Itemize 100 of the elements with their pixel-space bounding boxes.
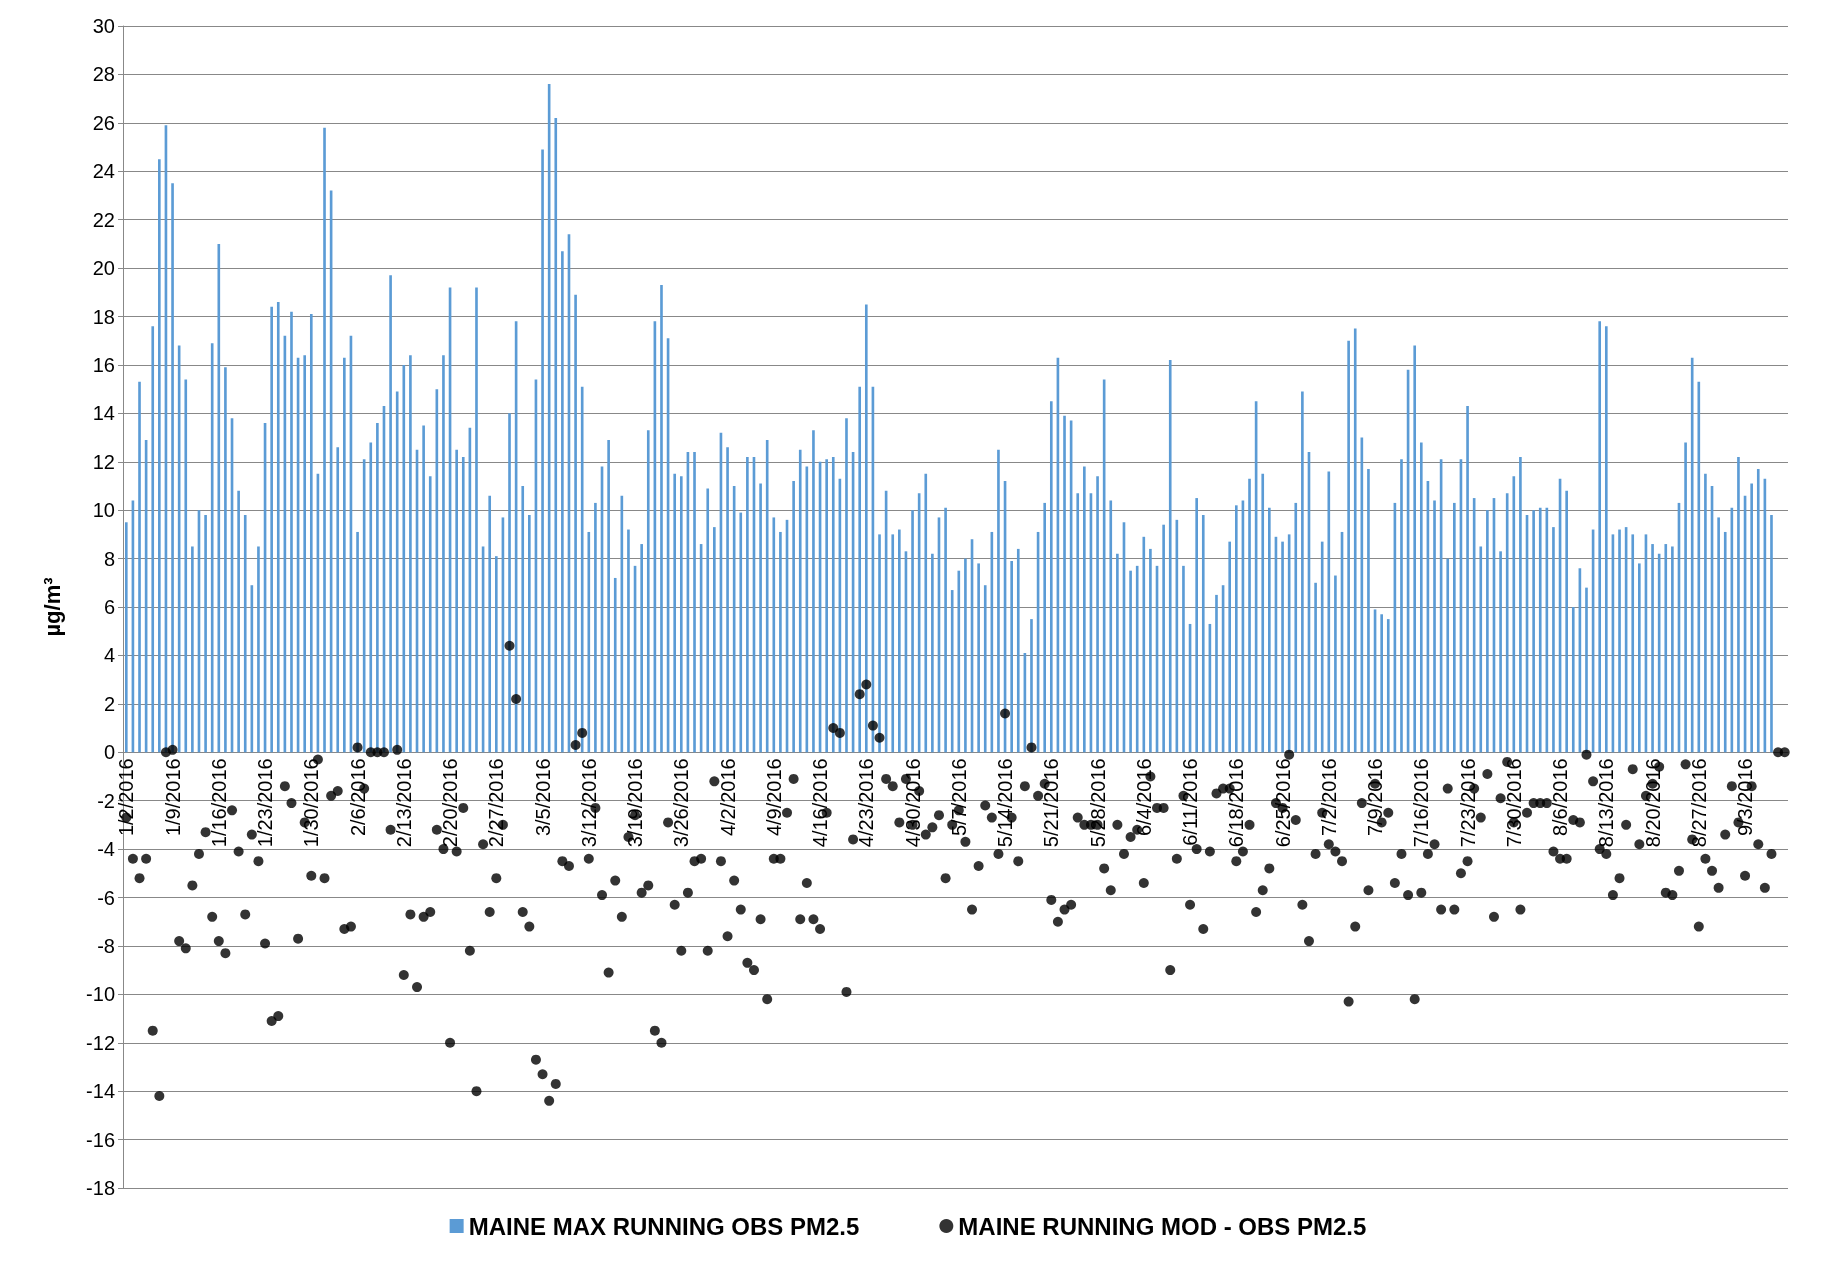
bar bbox=[1684, 442, 1687, 753]
x-tick-label: 2/20/2016 bbox=[439, 758, 462, 848]
bar bbox=[270, 306, 273, 753]
bar bbox=[343, 357, 346, 753]
bar bbox=[765, 439, 769, 753]
x-tick-label: 3/12/2016 bbox=[577, 758, 600, 848]
bar bbox=[1380, 614, 1383, 753]
bar bbox=[309, 314, 313, 753]
y-tick-label: -14 bbox=[86, 1080, 115, 1103]
bar bbox=[1347, 340, 1350, 753]
bar bbox=[679, 476, 683, 753]
bar bbox=[1076, 493, 1080, 753]
bar bbox=[1016, 548, 1020, 753]
bar bbox=[825, 459, 828, 753]
bar bbox=[158, 159, 161, 753]
x-tick-label: 5/21/2016 bbox=[1040, 758, 1063, 848]
bar bbox=[1770, 515, 1773, 753]
x-tick-label: 3/19/2016 bbox=[624, 758, 647, 848]
bar bbox=[138, 381, 141, 753]
y-tick-label: -18 bbox=[86, 1177, 115, 1199]
x-tick-label: 4/9/2016 bbox=[762, 758, 785, 837]
bar bbox=[336, 447, 340, 753]
x-tick-label: 2/13/2016 bbox=[392, 758, 415, 848]
bar bbox=[422, 425, 425, 753]
bar bbox=[1571, 607, 1575, 753]
bar bbox=[210, 343, 214, 753]
x-tick-label: 1/16/2016 bbox=[207, 758, 230, 848]
y-tick-label: 2 bbox=[103, 692, 115, 715]
bar bbox=[693, 452, 696, 753]
bar bbox=[1750, 483, 1753, 753]
bar bbox=[964, 558, 967, 753]
bar bbox=[891, 534, 895, 753]
bar bbox=[1129, 570, 1132, 753]
x-tick-label: 4/16/2016 bbox=[809, 758, 832, 848]
bar bbox=[1413, 345, 1417, 753]
bar bbox=[290, 311, 293, 753]
bar bbox=[1367, 469, 1370, 753]
bar bbox=[1519, 456, 1522, 753]
bar bbox=[1565, 490, 1568, 753]
bar bbox=[1505, 493, 1509, 753]
x-tick-label: 8/20/2016 bbox=[1641, 758, 1664, 848]
bar bbox=[646, 430, 650, 753]
bar bbox=[237, 490, 240, 753]
bar bbox=[911, 510, 914, 753]
y-tick-label: 4 bbox=[103, 644, 115, 667]
bar bbox=[561, 251, 564, 753]
bar bbox=[1182, 565, 1185, 753]
bar bbox=[191, 546, 194, 753]
y-tick-label: -12 bbox=[86, 1031, 115, 1054]
bar bbox=[627, 529, 630, 753]
bar bbox=[1353, 328, 1357, 753]
bar bbox=[1664, 544, 1668, 753]
y-tick-label: 0 bbox=[103, 741, 115, 764]
bar bbox=[402, 364, 406, 753]
bar bbox=[1162, 524, 1165, 753]
bar bbox=[303, 355, 307, 753]
bar bbox=[1327, 471, 1331, 753]
bar bbox=[977, 563, 980, 753]
bar bbox=[1234, 505, 1238, 753]
bar bbox=[1704, 473, 1707, 753]
bar bbox=[1737, 456, 1740, 753]
x-tick-label: 1/23/2016 bbox=[254, 758, 277, 848]
bar bbox=[217, 243, 221, 753]
bar bbox=[779, 531, 782, 753]
bar bbox=[1538, 507, 1542, 753]
bar bbox=[554, 117, 558, 753]
x-tick-label: 1/2/2016 bbox=[115, 758, 138, 837]
x-tick-label: 3/26/2016 bbox=[670, 758, 693, 848]
bar bbox=[944, 507, 947, 753]
bar bbox=[1618, 529, 1621, 753]
bar bbox=[1723, 531, 1727, 753]
bar bbox=[276, 301, 280, 753]
x-tick-label: 5/14/2016 bbox=[994, 758, 1017, 848]
y-tick-label: 24 bbox=[92, 160, 115, 183]
x-tick-label: 3/5/2016 bbox=[531, 758, 554, 837]
bar bbox=[475, 287, 478, 753]
x-tick-label: 1/30/2016 bbox=[300, 758, 323, 848]
x-tick-label: 6/4/2016 bbox=[1132, 758, 1155, 837]
bar bbox=[1201, 515, 1205, 753]
bar bbox=[1651, 544, 1654, 753]
x-tick-label: 6/18/2016 bbox=[1225, 758, 1248, 848]
bar bbox=[124, 522, 128, 753]
x-tick-label: 4/30/2016 bbox=[901, 758, 924, 848]
bar bbox=[1386, 619, 1390, 753]
bar bbox=[1063, 415, 1066, 753]
bar bbox=[1268, 507, 1271, 753]
x-tick-label: 2/6/2016 bbox=[346, 758, 369, 837]
x-tick-label: 7/30/2016 bbox=[1502, 758, 1525, 848]
bar bbox=[442, 355, 445, 753]
bar bbox=[184, 379, 188, 753]
bar bbox=[898, 529, 901, 753]
y-tick-label: 30 bbox=[92, 15, 115, 37]
bar bbox=[1433, 500, 1436, 753]
bar bbox=[607, 439, 610, 753]
bar bbox=[1281, 541, 1284, 753]
y-axis-title: µg/m³ bbox=[39, 577, 65, 637]
x-tick-label: 4/23/2016 bbox=[855, 758, 878, 848]
bar bbox=[613, 577, 617, 753]
y-tick-label: 14 bbox=[92, 402, 115, 425]
bar bbox=[1142, 536, 1146, 753]
